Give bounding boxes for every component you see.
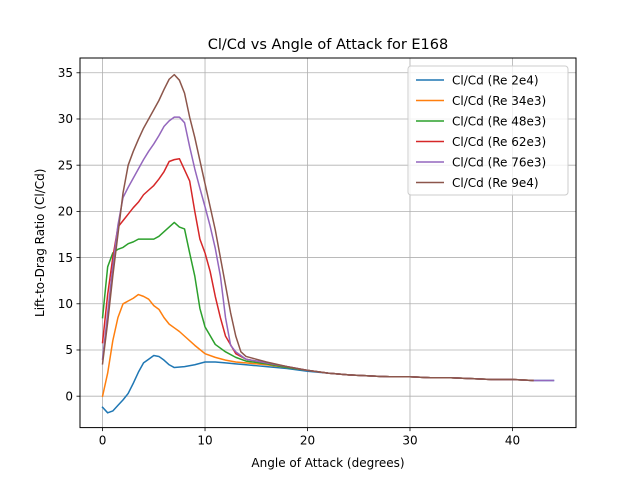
y-tick-label: 25: [58, 158, 73, 172]
legend-label: Cl/Cd (Re 34e3): [452, 94, 546, 108]
x-ticks: 0 10 20 30 40: [99, 427, 520, 448]
x-tick-label: 0: [99, 434, 107, 448]
legend-box: [407, 65, 569, 196]
y-ticks: 0 5 10 15 20 25 30 35: [58, 66, 80, 403]
x-tick-label: 20: [300, 434, 315, 448]
series-line-6: [101, 73, 534, 382]
legend-label: Cl/Cd (Re 76e3): [452, 155, 546, 169]
y-tick-label: 35: [58, 66, 73, 80]
y-tick-label: 0: [65, 389, 73, 403]
x-tick-label: 30: [402, 434, 417, 448]
series-layer: [101, 73, 555, 414]
y-tick-label: 5: [65, 343, 73, 357]
y-tick-label: 30: [58, 112, 73, 126]
y-tick-label: 10: [58, 297, 73, 311]
y-tick-label: 15: [58, 251, 73, 265]
x-tick-label: 10: [197, 434, 212, 448]
legend-label: Cl/Cd (Re 48e3): [452, 114, 546, 128]
y-tick-label: 20: [58, 205, 73, 219]
x-tick-label: 40: [505, 434, 520, 448]
plot-frame: [79, 57, 577, 429]
legend-label: Cl/Cd (Re 9e4): [452, 176, 539, 190]
x-axis-label: Angle of Attack (degrees): [251, 456, 404, 470]
chart-title: Cl/Cd vs Angle of Attack for E168: [208, 37, 448, 53]
legend-label: Cl/Cd (Re 2e4): [452, 73, 539, 87]
legend: Cl/Cd (Re 2e4) Cl/Cd (Re 34e3) Cl/Cd (Re 4…: [407, 65, 569, 196]
y-axis-label: Lift-to-Drag Ratio (Cl/Cd): [33, 169, 47, 317]
legend-label: Cl/Cd (Re 62e3): [452, 135, 546, 149]
